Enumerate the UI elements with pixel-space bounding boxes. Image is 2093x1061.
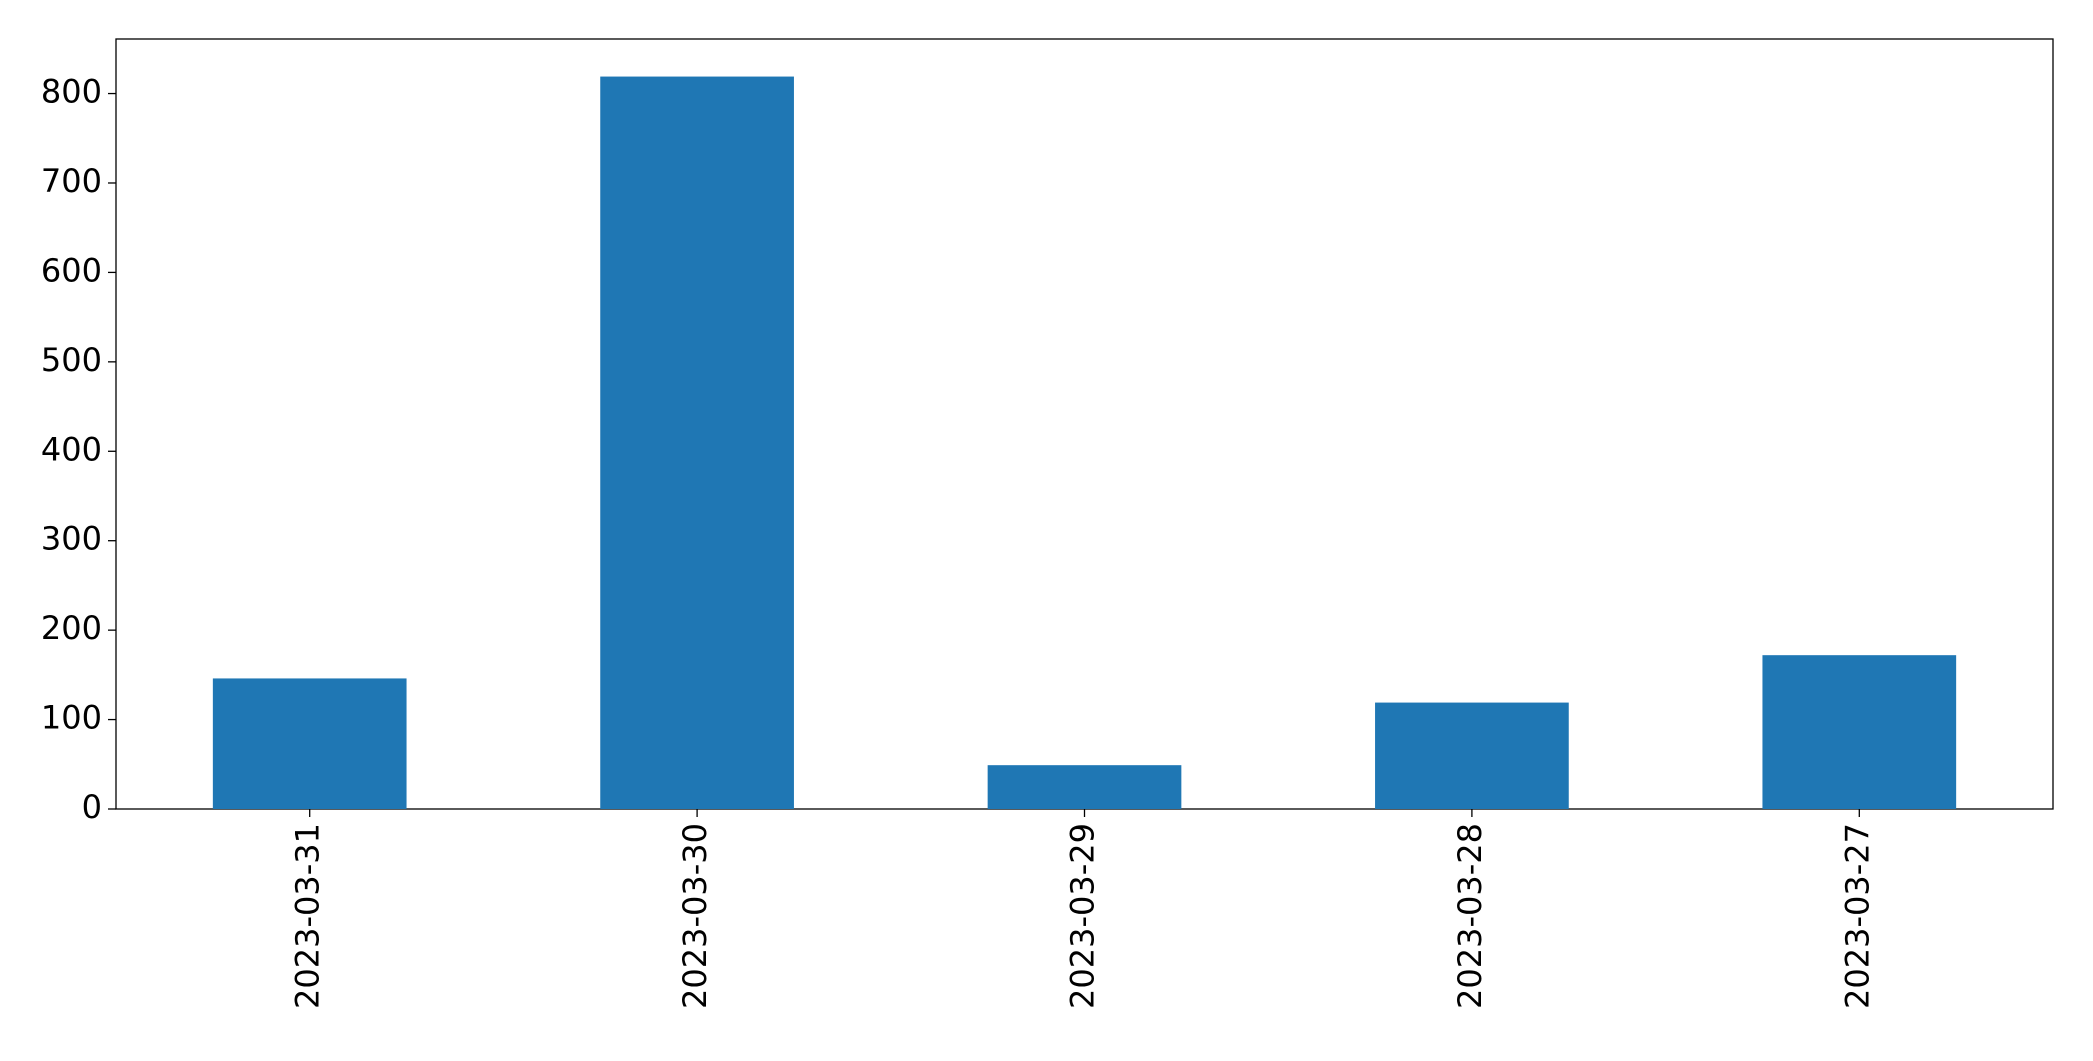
bar: [212, 678, 407, 809]
bar: [987, 765, 1182, 809]
y-tick-label: 100: [41, 699, 102, 737]
y-tick-label: 400: [41, 430, 102, 468]
x-tick-label: 2023-03-28: [1451, 823, 1489, 1009]
x-tick-label: 2023-03-31: [289, 823, 327, 1009]
bar: [1375, 702, 1569, 809]
y-tick-label: 300: [41, 520, 102, 558]
y-tick-label: 700: [41, 162, 102, 200]
y-tick-label: 600: [41, 251, 102, 289]
x-tick-label: 2023-03-30: [676, 823, 714, 1009]
y-tick-label: 800: [41, 73, 102, 111]
x-tick-label: 2023-03-27: [1838, 823, 1876, 1009]
x-tick-label: 2023-03-29: [1064, 823, 1102, 1009]
y-tick-label: 0: [82, 788, 102, 826]
y-tick-label: 200: [41, 609, 102, 647]
bar: [1762, 655, 1957, 809]
y-tick-label: 500: [41, 341, 102, 379]
bar: [600, 76, 794, 809]
